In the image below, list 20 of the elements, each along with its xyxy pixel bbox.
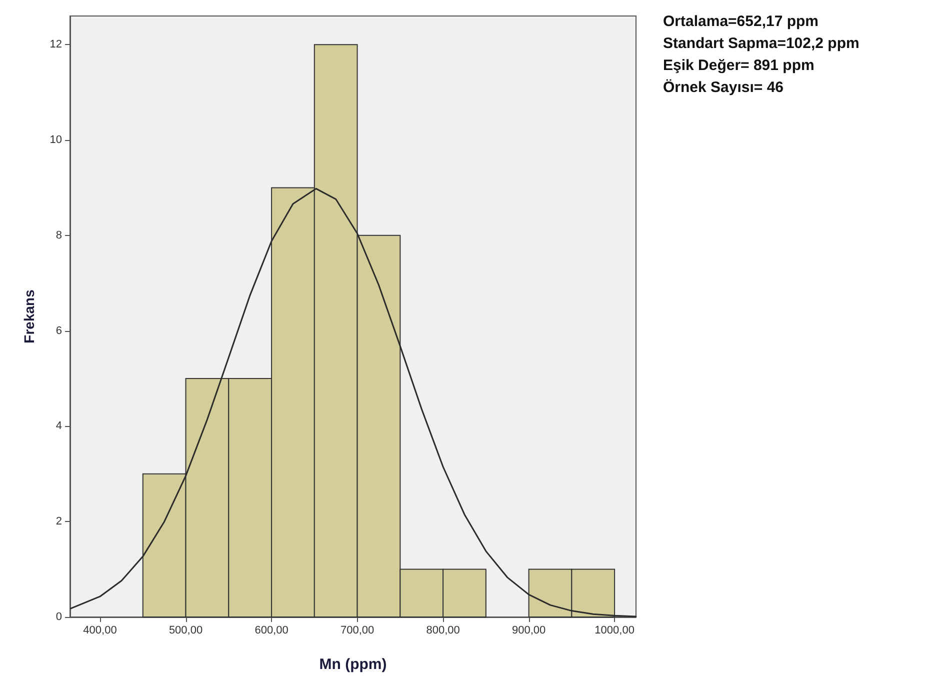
y-axis-title: Frekans <box>21 289 37 344</box>
x-tick-label: 500,00 <box>168 624 203 636</box>
text: Standart Sapma=102,2 ppm <box>663 35 860 52</box>
y-tick-label: 12 <box>50 38 62 51</box>
text: Ortalama=652,17 ppm <box>663 13 819 30</box>
text: Örnek Sayısı= 46 <box>663 79 784 96</box>
x-tick-label: 1000,00 <box>594 624 634 636</box>
x-tick-label: 700,00 <box>340 624 374 636</box>
y-tick-label: 6 <box>56 324 62 337</box>
x-tick-label: 900,00 <box>512 624 546 636</box>
y-tick-label: 8 <box>56 229 62 242</box>
x-axis-title: Mn (ppm) <box>319 656 387 673</box>
x-tick-label: 400,00 <box>83 624 117 636</box>
text: Eşik Değer= 891 ppm <box>663 57 814 74</box>
x-tick-label: 600,00 <box>254 624 288 636</box>
y-tick-label: 2 <box>56 516 62 528</box>
y-tick-label: 4 <box>56 420 62 432</box>
y-tick-label: 0 <box>56 611 62 623</box>
x-tick-label: 800,00 <box>426 624 460 636</box>
y-tick-label: 10 <box>50 134 62 146</box>
